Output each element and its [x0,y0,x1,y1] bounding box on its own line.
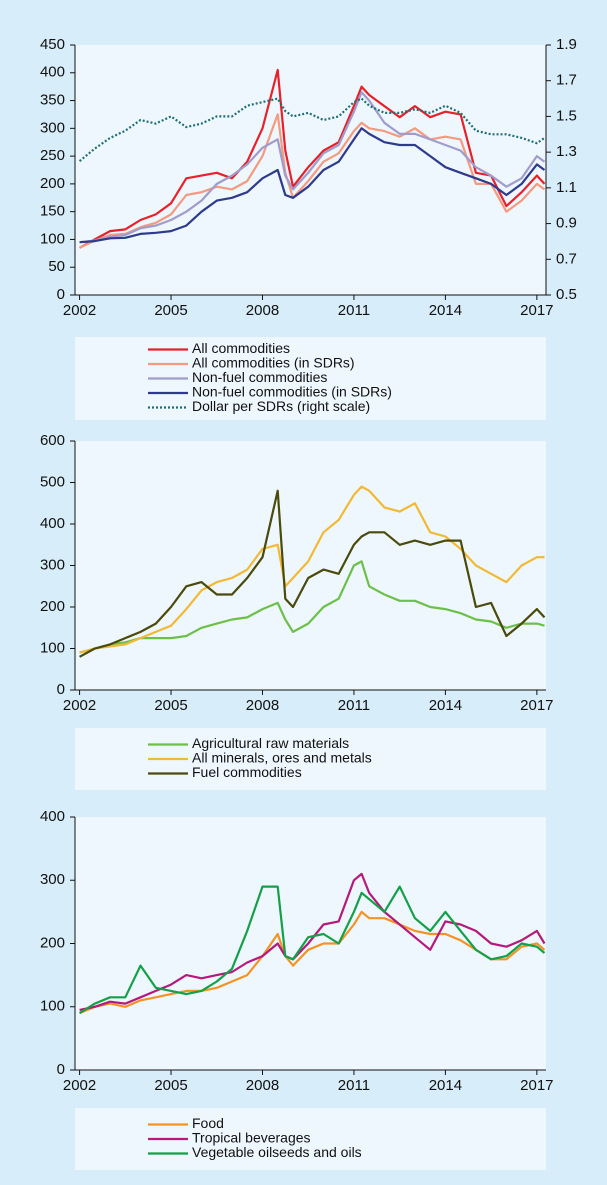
legend-label: Non-fuel commodities [192,369,327,385]
x-tick-label: 2002 [63,697,96,714]
y-tick-label: 300 [40,556,65,573]
x-tick-label: 2005 [154,302,187,319]
y-tick-label: 0 [57,681,65,698]
x-tick-label: 2014 [429,697,462,714]
x-tick-label: 2017 [520,1077,553,1094]
x-tick-label: 2008 [246,302,279,319]
y-tick-label: 600 [40,432,65,449]
legend-label: Tropical beverages [192,1130,311,1146]
x-tick-label: 2017 [520,302,553,319]
y-tick-label: 300 [40,119,65,136]
series-line [79,68,546,249]
x-tick-label: 2011 [338,1077,370,1094]
x-tick-label: 2014 [429,302,462,319]
y-tick-label: 500 [40,473,65,490]
x-tick-label: 2011 [338,697,370,714]
series-line [79,560,545,654]
y-tick-label: 0 [57,286,65,303]
x-tick-label: 2005 [154,1077,187,1094]
y-tick-label: 300 [40,871,65,888]
legend-label: Dollar per SDRs (right scale) [192,398,370,414]
legend-label: Food [192,1115,224,1131]
x-tick-label: 2008 [246,697,279,714]
y-tick-label: 400 [40,515,65,532]
x-tick-label: 2014 [429,1077,462,1094]
series-line [79,872,546,1011]
y-tick-label: 100 [40,639,65,656]
x-tick-label: 2017 [520,697,553,714]
series-line [79,485,545,654]
x-tick-label: 2008 [246,1077,279,1094]
plot-area [75,817,546,1070]
series-line [79,489,546,658]
y-tick-label: 250 [40,147,65,164]
legend-label: Agricultural raw materials [192,735,349,751]
y-tick-label: 50 [48,258,65,275]
y-tick-label: 200 [40,175,65,192]
series-line [79,127,546,244]
y2-tick-label: 1.5 [556,107,577,124]
y-tick-label: 200 [40,934,65,951]
series-line [79,910,546,1015]
x-tick-label: 2005 [154,697,187,714]
y2-tick-label: 0.9 [556,215,577,232]
legend-label: Vegetable oilseeds and oils [192,1144,362,1160]
y-tick-label: 200 [40,598,65,615]
series-line [79,885,546,1015]
legend-label: Non-fuel commodities (in SDRs) [192,384,392,400]
series-line [79,91,546,244]
legend-label: All minerals, ores and metals [192,750,372,766]
x-tick-label: 2011 [338,302,370,319]
y-tick-label: 400 [40,64,65,81]
y-tick-label: 0 [57,1061,65,1078]
y2-tick-label: 1.1 [556,179,577,196]
legend-label: All commodities (in SDRs) [192,355,355,371]
y-tick-label: 100 [40,230,65,247]
y-tick-label: 150 [40,203,65,220]
y2-tick-label: 1.7 [556,72,577,89]
y-tick-label: 100 [40,998,65,1015]
y2-tick-label: 0.5 [556,286,577,303]
y-tick-label: 450 [40,36,65,53]
plot-area [75,441,546,690]
y-tick-label: 350 [40,92,65,109]
y2-tick-label: 1.9 [556,36,577,53]
series-line [78,97,546,162]
y2-tick-label: 0.7 [556,250,577,267]
legend-label: Fuel commodities [192,764,302,780]
legend-label: All commodities [192,340,290,356]
x-tick-label: 2002 [63,1077,96,1094]
x-tick-label: 2002 [63,302,96,319]
y2-tick-label: 1.3 [556,143,577,160]
series-line [79,113,546,249]
y-tick-label: 400 [40,808,65,825]
